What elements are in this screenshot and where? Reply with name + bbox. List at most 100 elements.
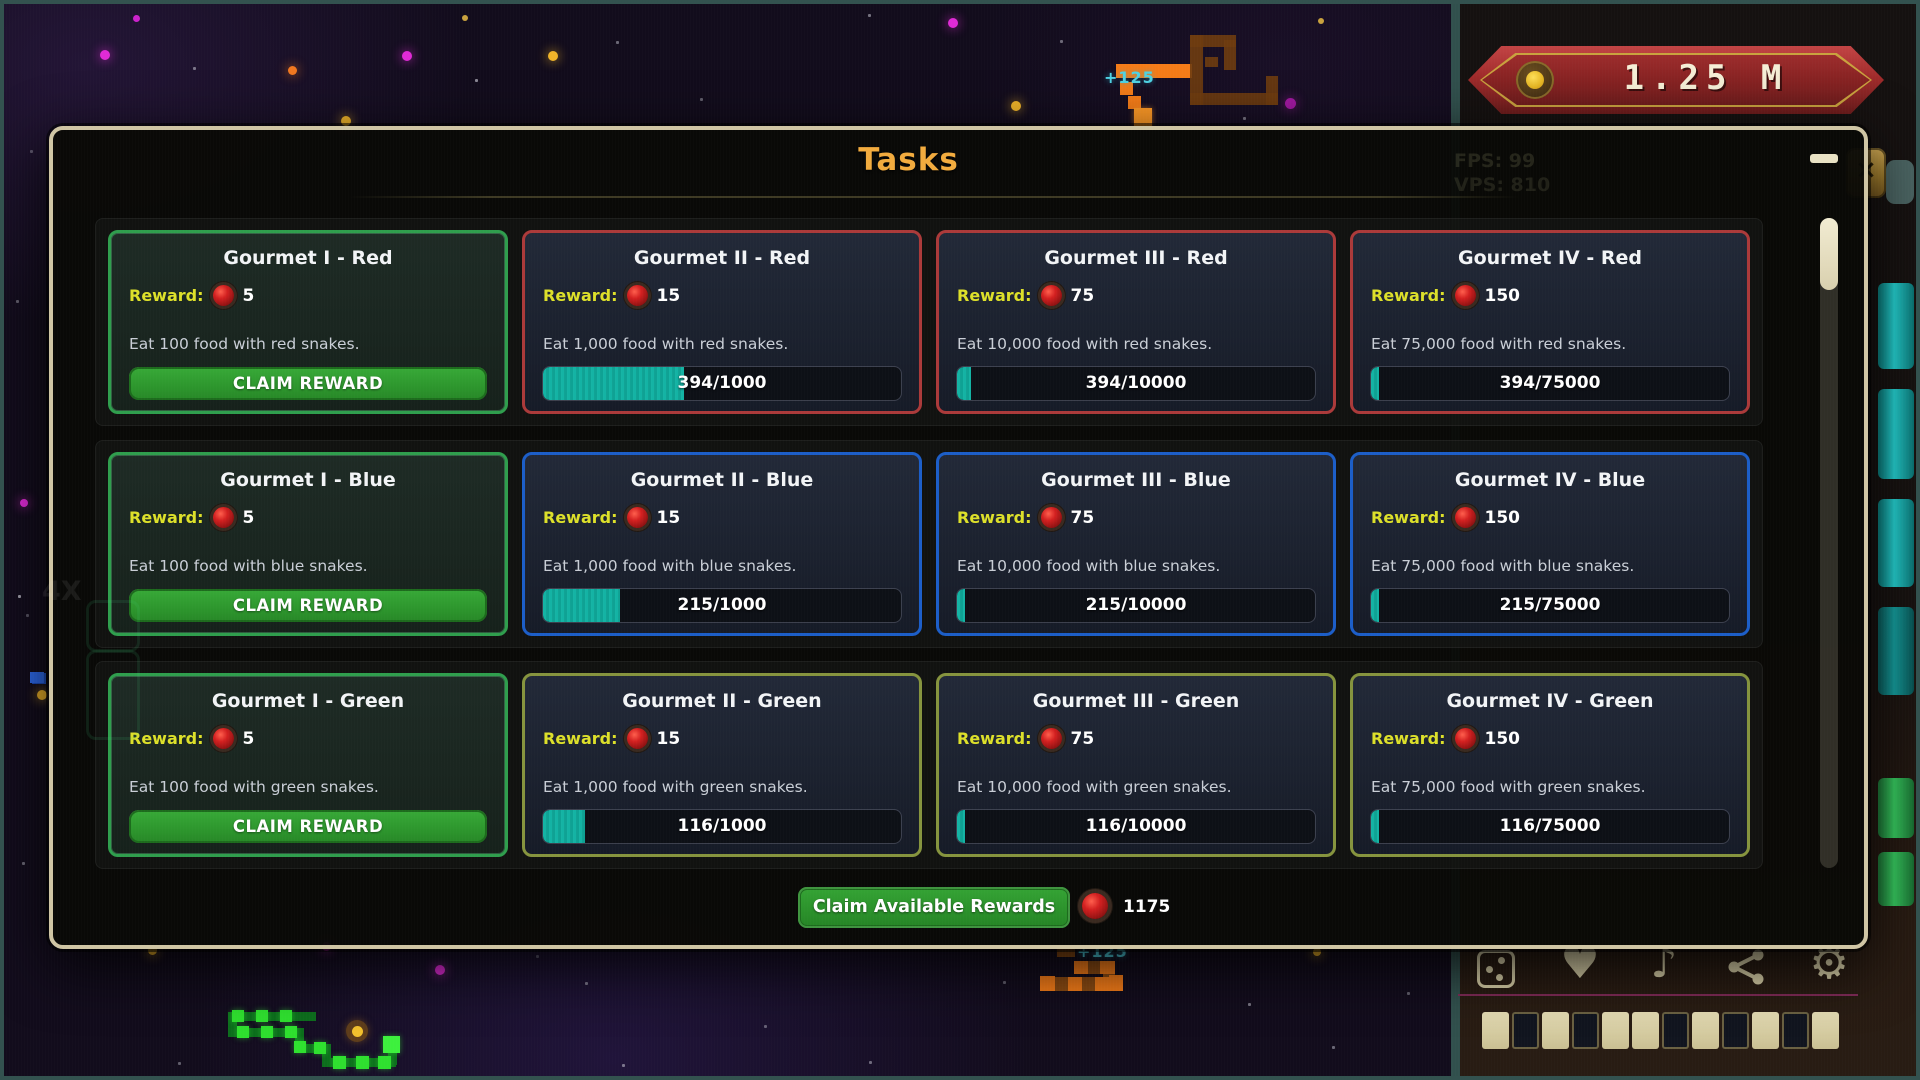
progress-bar: 215/75000 (1371, 589, 1729, 622)
share-icon[interactable] (1726, 948, 1766, 986)
star-pixel (1407, 992, 1410, 995)
piano-key-black[interactable] (1512, 1012, 1539, 1049)
task-row-green: Gourmet I - Green Reward: 5 Eat 100 food wi… (95, 661, 1763, 869)
reward-row: Reward: 75 (957, 507, 1094, 528)
task-card: Gourmet III - Red Reward: 75 Eat 10,000 foo… (936, 230, 1336, 414)
sidebar-button-sliver[interactable] (1878, 852, 1914, 906)
snake-segment (1224, 40, 1236, 70)
reward-value: 15 (656, 507, 681, 528)
progress-fill (1371, 367, 1380, 400)
progress-bar: 215/10000 (957, 589, 1315, 622)
tasks-modal: Tasks Gourmet I - Red Reward: 5 Eat 100 foo… (49, 126, 1868, 949)
piano-key-black[interactable] (1722, 1012, 1749, 1049)
task-description: Eat 10,000 food with red snakes. (957, 335, 1213, 353)
star-pixel (1060, 40, 1063, 43)
modal-scrollbar-thumb[interactable] (1820, 218, 1838, 290)
claim-reward-button[interactable]: CLAIM REWARD (129, 589, 487, 622)
piano-key-black[interactable] (1572, 1012, 1599, 1049)
sidebar-button-sliver[interactable] (1878, 499, 1914, 587)
task-title: Gourmet III - Green (1032, 690, 1240, 712)
progress-bar: 116/1000 (543, 810, 901, 843)
claim-available-rewards-button[interactable]: Claim Available Rewards (798, 887, 1070, 928)
modal-scrollbar-track[interactable] (1820, 218, 1838, 868)
progress-label: 394/1000 (677, 373, 767, 393)
snake-segment (280, 1010, 292, 1022)
snake-segment (383, 1036, 400, 1053)
food-dot (37, 690, 47, 700)
snake-segment (1190, 93, 1278, 105)
piano-key-black[interactable] (1782, 1012, 1809, 1049)
piano-key-white[interactable] (1482, 1012, 1509, 1049)
progress-bar: 116/75000 (1371, 810, 1729, 843)
piano-key-white[interactable] (1752, 1012, 1779, 1049)
snake-segment (1068, 977, 1082, 991)
task-description: Eat 75,000 food with blue snakes. (1371, 557, 1635, 575)
snake-segment (1205, 57, 1218, 67)
sidebar-button-sliver[interactable] (1878, 283, 1914, 369)
task-title: Gourmet II - Blue (630, 469, 814, 491)
reward-value: 5 (242, 507, 255, 528)
claim-reward-button[interactable]: CLAIM REWARD (129, 367, 487, 400)
minimize-button[interactable] (1810, 154, 1838, 163)
snake-segment (237, 1026, 249, 1038)
food-dot (100, 50, 110, 60)
red-gem-icon (1082, 893, 1108, 919)
task-title: Gourmet I - Green (211, 690, 405, 712)
red-gem-icon (1454, 728, 1476, 749)
task-row-blue: Gourmet I - Blue Reward: 5 Eat 100 food wit… (95, 440, 1763, 648)
star-pixel (616, 41, 619, 44)
progress-fill (1371, 810, 1380, 843)
snake-segment (378, 1056, 391, 1069)
task-title: Gourmet IV - Blue (1454, 469, 1646, 491)
piano-key-white[interactable] (1632, 1012, 1659, 1049)
progress-fill (543, 810, 585, 843)
task-description: Eat 1,000 food with blue snakes. (543, 557, 797, 575)
red-gem-icon (1040, 728, 1062, 749)
snake-segment (1134, 108, 1152, 126)
currency-banner: 1.25 M (1468, 46, 1884, 114)
panel-side-knob (1886, 160, 1914, 204)
score-popup: +125 (1104, 68, 1155, 87)
progress-bar: 215/1000 (543, 589, 901, 622)
reward-row: Reward: 5 (129, 285, 254, 306)
sidebar-button-sliver[interactable] (1878, 778, 1914, 838)
progress-fill (543, 589, 620, 622)
task-title: Gourmet I - Blue (220, 469, 396, 491)
snake-segment (1040, 976, 1055, 991)
sidebar-button-sliver[interactable] (1878, 389, 1914, 479)
piano-key-white[interactable] (1542, 1012, 1569, 1049)
sidebar-button-sliver[interactable] (1878, 607, 1914, 695)
star-pixel (18, 595, 21, 598)
task-card: Gourmet IV - Green Reward: 150 Eat 75,000 f… (1350, 673, 1750, 857)
piano-key-white[interactable] (1812, 1012, 1839, 1049)
snake-segment (1088, 961, 1101, 974)
piano-key-white[interactable] (1692, 1012, 1719, 1049)
task-card: Gourmet IV - Red Reward: 150 Eat 75,000 foo… (1350, 230, 1750, 414)
piano-key-white[interactable] (1602, 1012, 1629, 1049)
task-description: Eat 100 food with green snakes. (129, 778, 379, 796)
snake-segment (1116, 64, 1192, 78)
food-dot (1011, 101, 1021, 111)
progress-fill (543, 367, 685, 400)
heart-icon[interactable] (1558, 944, 1602, 984)
reward-label: Reward: (1371, 729, 1446, 748)
progress-label: 215/75000 (1499, 595, 1601, 615)
star-pixel (764, 1025, 767, 1028)
reward-value: 150 (1484, 728, 1521, 749)
claim-reward-button[interactable]: CLAIM REWARD (129, 810, 487, 843)
food-dot (288, 66, 297, 75)
reward-row: Reward: 75 (957, 285, 1094, 306)
piano-key-black[interactable] (1662, 1012, 1689, 1049)
reward-label: Reward: (129, 729, 204, 748)
snake-segment (1266, 76, 1278, 105)
snake-segment (261, 1026, 273, 1038)
star-pixel (16, 300, 19, 303)
reward-row: Reward: 5 (129, 728, 254, 749)
reward-label: Reward: (957, 729, 1032, 748)
red-gem-icon (626, 507, 648, 528)
reward-value: 150 (1484, 507, 1521, 528)
dice-icon[interactable] (1477, 950, 1515, 988)
task-description: Eat 1,000 food with green snakes. (543, 778, 808, 796)
snake-segment (1095, 977, 1109, 991)
task-card: Gourmet I - Red Reward: 5 Eat 100 food with… (108, 230, 508, 414)
